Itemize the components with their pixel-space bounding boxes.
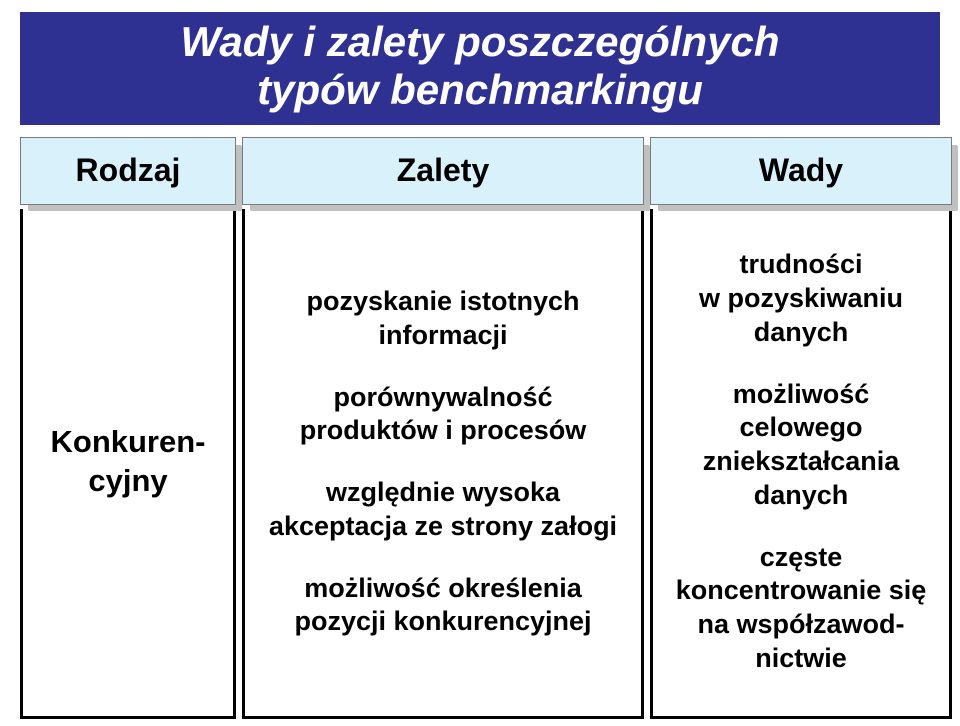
header-label: Wady: [650, 137, 952, 205]
title-line-1: Wady i zalety poszczególnych: [20, 18, 940, 66]
disadvantage-item: trudności w pozyskiwaniu danych: [671, 248, 931, 349]
header-cell-zalety: Zalety: [242, 137, 644, 205]
title-line-2: typów benchmarkingu: [20, 66, 940, 114]
disadvantage-item: możliwość celowego zniekształcania danyc…: [671, 378, 931, 513]
header-cell-rodzaj: Rodzaj: [20, 137, 236, 205]
disadvantage-line: w pozyskiwaniu danych: [699, 283, 903, 347]
row-label-line1: Konkuren-: [51, 424, 206, 459]
table-body-row: Konkuren- cyjny pozyskanie istotnych inf…: [20, 209, 940, 719]
disadvantage-item: częste koncentrowanie się na współzawod­…: [671, 541, 931, 676]
disadvantages-cell: trudności w pozyskiwaniu danych możliwoś…: [650, 209, 952, 719]
comparison-table: Rodzaj Zalety Wady Konkuren- cyjny pozys…: [20, 137, 940, 719]
table-header-row: Rodzaj Zalety Wady: [20, 137, 940, 205]
advantage-item: względnie wysoka akceptacja ze strony za…: [263, 476, 623, 544]
header-label: Rodzaj: [20, 137, 236, 205]
header-cell-wady: Wady: [650, 137, 952, 205]
advantages-cell: pozyskanie istotnych informacji porównyw…: [242, 209, 644, 719]
advantage-item: pozyskanie istotnych informacji: [263, 285, 623, 353]
row-label-cell: Konkuren- cyjny: [20, 209, 236, 719]
header-label: Zalety: [242, 137, 644, 205]
slide: Wady i zalety poszczególnych typów bench…: [0, 0, 960, 726]
advantage-item: możliwość określenia pozycji konkurencyj…: [263, 572, 623, 640]
advantage-item: porównywalność produktów i procesów: [263, 381, 623, 449]
disadvantage-line: trudności: [739, 249, 862, 279]
title-banner: Wady i zalety poszczególnych typów bench…: [20, 12, 940, 125]
row-type-label: Konkuren- cyjny: [51, 423, 206, 501]
row-label-line2: cyjny: [88, 463, 167, 498]
